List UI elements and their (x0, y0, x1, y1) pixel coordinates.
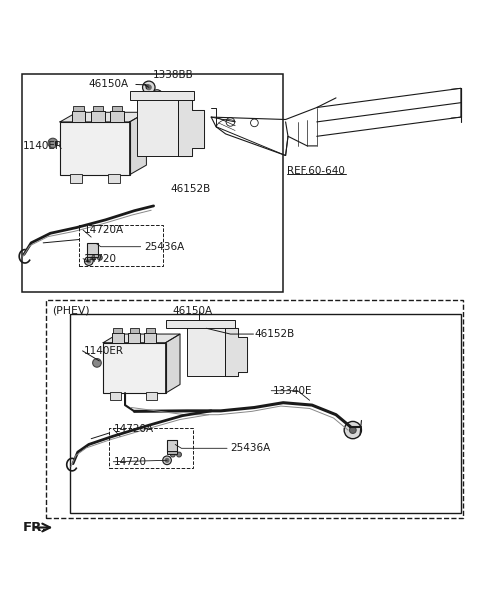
Bar (79, 225, 163, 266)
Polygon shape (166, 334, 180, 393)
Bar (166, 320, 235, 328)
Text: 14720A: 14720A (84, 225, 124, 235)
Bar (187, 325, 225, 376)
Text: REF.60-640: REF.60-640 (287, 166, 345, 176)
Text: 46152B: 46152B (170, 184, 211, 194)
Bar (70, 314, 461, 513)
Bar (110, 111, 124, 122)
Circle shape (128, 370, 134, 376)
Bar (144, 333, 156, 343)
Text: 1338BB: 1338BB (153, 70, 193, 80)
Circle shape (93, 359, 101, 367)
Polygon shape (225, 328, 247, 376)
Text: 14720A: 14720A (114, 424, 155, 434)
Text: 25436A: 25436A (144, 242, 184, 252)
Bar (128, 333, 140, 343)
Bar (146, 328, 155, 333)
Circle shape (201, 362, 210, 371)
Circle shape (146, 85, 151, 90)
Circle shape (177, 452, 181, 457)
Text: 14720: 14720 (84, 254, 117, 264)
Circle shape (152, 139, 162, 149)
Circle shape (201, 343, 210, 352)
Polygon shape (60, 112, 146, 122)
Bar (130, 90, 194, 100)
Bar (146, 392, 157, 400)
Bar (87, 254, 98, 257)
Text: 46150A: 46150A (173, 305, 213, 316)
Bar (60, 122, 130, 175)
Bar (103, 343, 166, 393)
Circle shape (165, 458, 169, 462)
Circle shape (344, 422, 361, 438)
Bar (87, 243, 98, 255)
Text: 1140ER: 1140ER (84, 346, 124, 356)
Bar (113, 328, 122, 333)
Polygon shape (103, 334, 180, 343)
Bar (72, 111, 85, 122)
Circle shape (143, 81, 155, 93)
Circle shape (84, 257, 93, 265)
Circle shape (152, 114, 162, 125)
Circle shape (151, 90, 163, 101)
Circle shape (97, 255, 102, 260)
Bar (167, 450, 177, 453)
Bar (112, 333, 124, 343)
Bar (110, 392, 121, 400)
Circle shape (83, 145, 100, 162)
Bar (73, 105, 84, 111)
Polygon shape (178, 100, 204, 156)
Bar (167, 440, 177, 452)
Circle shape (87, 259, 91, 263)
Circle shape (91, 255, 96, 260)
Circle shape (163, 456, 171, 465)
Bar (130, 328, 139, 333)
Bar (112, 105, 122, 111)
Bar (109, 428, 193, 468)
Circle shape (170, 452, 175, 457)
Bar (137, 98, 178, 156)
Circle shape (87, 150, 95, 158)
Text: 14720: 14720 (114, 457, 147, 467)
Text: 46150A: 46150A (89, 80, 129, 89)
Text: (PHEV): (PHEV) (52, 305, 89, 316)
Text: 25436A: 25436A (230, 443, 271, 453)
Bar (22, 74, 283, 292)
Text: FR.: FR. (23, 521, 48, 534)
Bar (46, 300, 463, 518)
Circle shape (349, 426, 356, 434)
Bar (108, 174, 120, 183)
Bar (91, 111, 105, 122)
Text: 46152B: 46152B (254, 329, 295, 339)
Bar (93, 105, 103, 111)
Text: 1140ER: 1140ER (23, 141, 63, 151)
Circle shape (124, 365, 139, 380)
Bar (70, 174, 82, 183)
Circle shape (48, 138, 58, 148)
Polygon shape (130, 112, 146, 175)
Text: 13340E: 13340E (273, 386, 312, 396)
